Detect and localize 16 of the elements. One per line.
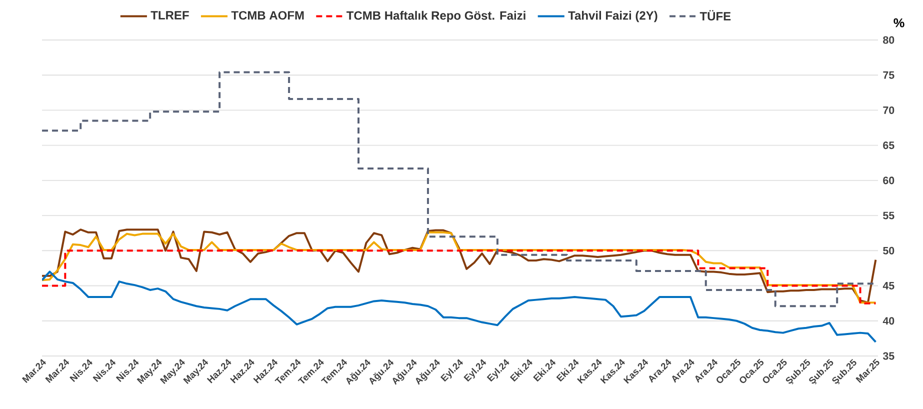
legend-label: TÜFE [700,10,731,21]
legend-label: TCMB AOFM [231,11,304,20]
legend-label: Tahvil Faizi (2Y) [568,10,658,22]
y-tick-label: 70 [883,106,894,114]
y-tick-label: 60 [883,176,894,184]
y-tick-label: 40 [882,317,894,325]
y-tick-label: 45 [882,282,894,290]
y-tick-label: 65 [883,142,894,150]
legend-label: TLREF [150,11,189,20]
y-tick-label: 75 [883,71,894,79]
y-tick-label: 80 [883,36,894,44]
legend-label: TCMB Haftalık Repo Göst. Faizi [346,10,526,22]
y-tick-label: 50 [883,246,894,254]
y-tick-label: 35 [882,352,894,360]
y-tick-label: 55 [883,212,894,220]
y-axis-title: % [894,18,904,28]
